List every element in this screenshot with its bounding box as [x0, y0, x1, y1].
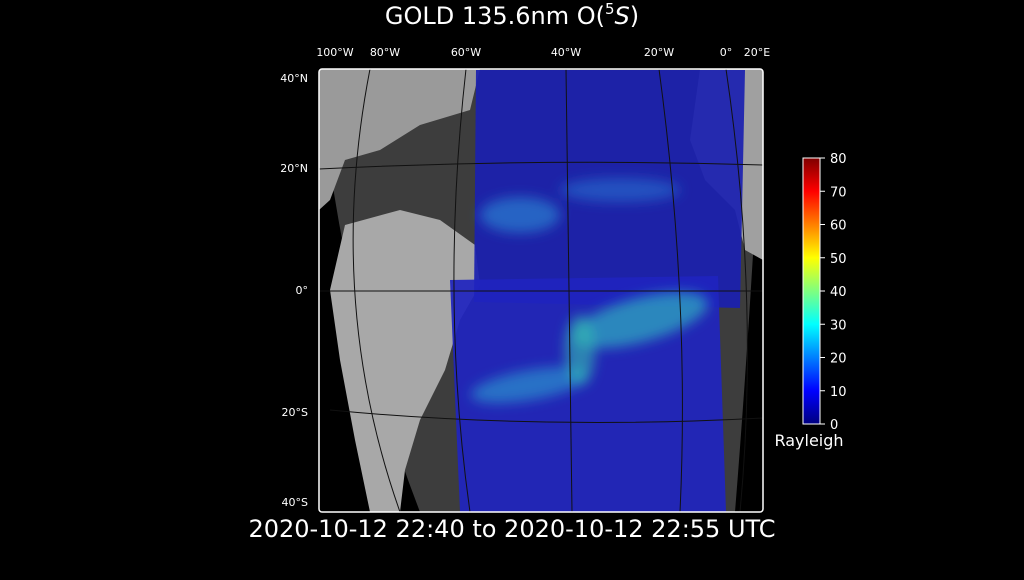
colorbar-tick-label: 60: [830, 219, 847, 234]
colorbar-tick-label: 30: [830, 318, 847, 333]
lat-label: 20°N: [280, 162, 308, 175]
lon-label: 100°W: [316, 46, 353, 59]
map-frame: [318, 68, 764, 513]
graticule: [319, 69, 763, 512]
lon-label: 60°W: [451, 46, 481, 59]
lat-label: 0°: [296, 284, 309, 297]
colorbar: [802, 157, 821, 425]
subtitle: 2020-10-12 22:40 to 2020-10-12 22:55 UTC: [248, 515, 775, 543]
colorbar-tick-label: 20: [830, 352, 847, 367]
colorbar-label: Rayleigh: [774, 431, 843, 450]
title-superscript: 5: [605, 0, 615, 18]
globe-edge: [319, 69, 420, 512]
lon-label: 40°W: [551, 46, 581, 59]
colorbar-tick-label: 10: [830, 385, 847, 400]
emission: [470, 178, 708, 404]
title-prefix: GOLD 135.6nm O(: [385, 2, 605, 30]
colorbar-tick-label: 40: [830, 285, 847, 300]
title: GOLD 135.6nm O(5S): [385, 0, 639, 30]
map: [319, 69, 763, 512]
lon-label: 80°W: [370, 46, 400, 59]
colorbar-tick-label: 80: [830, 152, 847, 167]
lon-label: 20°E: [744, 46, 770, 59]
lat-label: 20°S: [282, 406, 308, 419]
lon-label: 20°W: [644, 46, 674, 59]
south-america: [330, 210, 480, 512]
colorbar-tick-label: 0: [830, 418, 838, 433]
lat-label: 40°S: [282, 496, 308, 509]
title-symbol: S: [615, 2, 630, 30]
colorbar-tick-label: 70: [830, 185, 847, 200]
north-america: [319, 69, 480, 210]
colorbar-tick-label: 50: [830, 252, 847, 267]
title-suffix: ): [630, 2, 639, 30]
lon-label: 0°: [720, 46, 733, 59]
globe-edge: [735, 69, 763, 512]
lat-label: 40°N: [280, 72, 308, 85]
